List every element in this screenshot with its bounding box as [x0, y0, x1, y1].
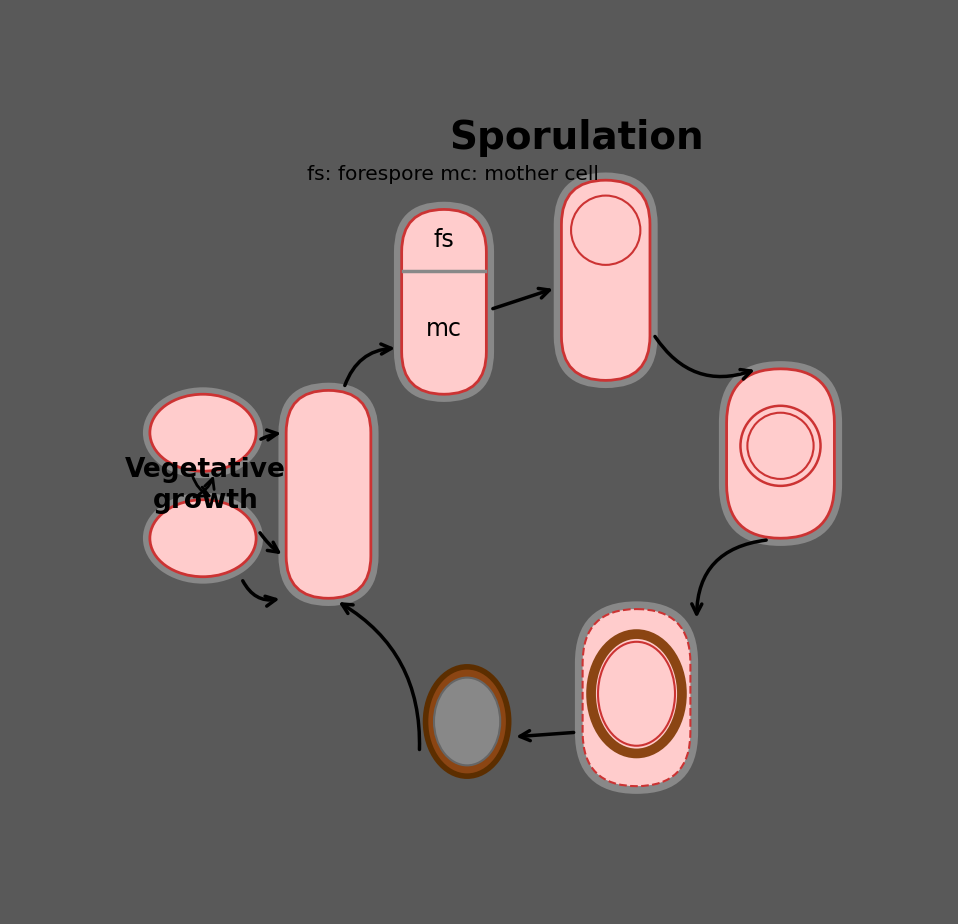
Text: Sporulation: Sporulation [449, 119, 704, 157]
Text: fs: forespore mc: mother cell: fs: forespore mc: mother cell [308, 164, 599, 184]
FancyBboxPatch shape [286, 390, 371, 599]
FancyBboxPatch shape [718, 361, 842, 546]
FancyBboxPatch shape [279, 383, 378, 606]
Ellipse shape [591, 634, 682, 753]
Text: Vegetative
growth: Vegetative growth [125, 456, 285, 514]
Ellipse shape [598, 642, 675, 746]
FancyBboxPatch shape [554, 173, 658, 388]
Text: mc: mc [426, 317, 462, 341]
Ellipse shape [149, 500, 256, 577]
Ellipse shape [143, 387, 263, 479]
Ellipse shape [143, 492, 263, 584]
Text: fs: fs [434, 228, 454, 252]
Circle shape [741, 406, 821, 486]
Ellipse shape [425, 667, 509, 776]
FancyBboxPatch shape [401, 210, 487, 395]
Ellipse shape [434, 677, 500, 765]
FancyBboxPatch shape [561, 180, 650, 381]
FancyBboxPatch shape [575, 602, 698, 794]
FancyBboxPatch shape [394, 201, 494, 402]
Circle shape [747, 413, 813, 479]
FancyBboxPatch shape [582, 609, 691, 786]
Circle shape [571, 196, 640, 265]
Ellipse shape [149, 395, 256, 471]
FancyBboxPatch shape [726, 369, 834, 538]
